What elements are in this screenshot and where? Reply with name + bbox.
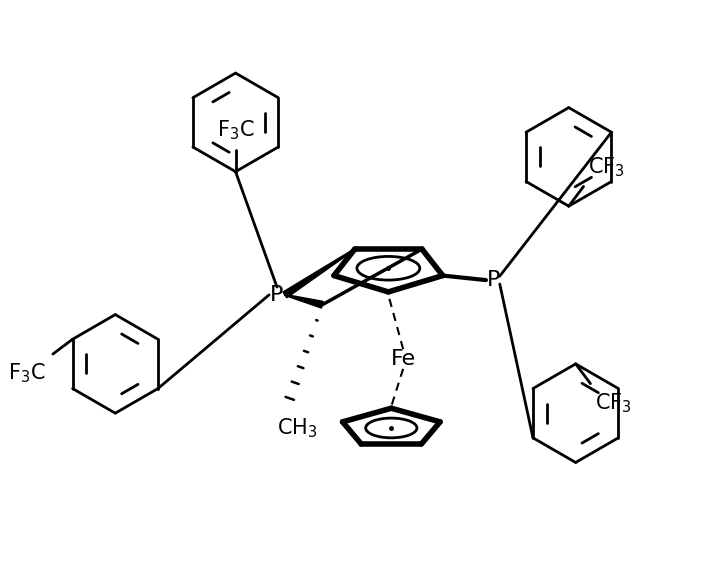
Text: CH$_3$: CH$_3$ [278,416,318,439]
Polygon shape [283,249,355,298]
Polygon shape [285,295,323,308]
Text: CF$_3$: CF$_3$ [595,391,632,415]
Text: P: P [270,285,284,305]
Text: F$_3$C: F$_3$C [7,361,45,384]
Text: P: P [487,270,500,290]
Text: F$_3$C: F$_3$C [217,119,255,142]
Text: CF$_3$: CF$_3$ [588,155,626,179]
Text: Fe: Fe [390,349,416,369]
